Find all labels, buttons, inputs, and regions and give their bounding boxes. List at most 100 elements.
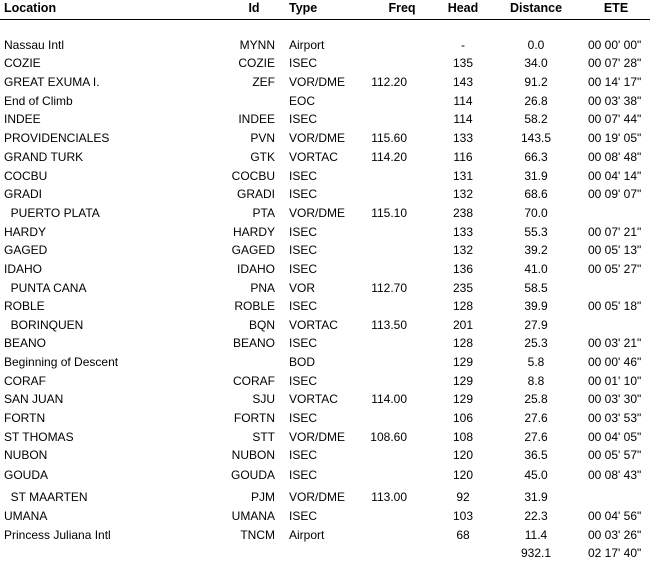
cell-type: VORTAC bbox=[289, 392, 338, 406]
table-row[interactable]: ST MAARTEN PJM VOR/DME 113.00 92 31.9 bbox=[0, 489, 650, 505]
cell-type: ISEC bbox=[289, 169, 318, 183]
cell-type: ISEC bbox=[289, 374, 318, 388]
cell-location: GAGED bbox=[4, 243, 48, 257]
cell-head: 135 bbox=[452, 56, 474, 70]
cell-location: BORINQUEN bbox=[4, 318, 84, 332]
cell-id: NUBON bbox=[231, 448, 275, 462]
cell-type: ISEC bbox=[289, 336, 318, 350]
header-ete: ETE bbox=[603, 1, 629, 15]
header-freq: Freq bbox=[388, 1, 416, 15]
cell-ete: 00 03' 26" bbox=[588, 528, 642, 542]
table-row[interactable]: HARDY HARDY ISEC 133 55.3 00 07' 21" bbox=[0, 224, 650, 240]
cell-ete: 00 08' 43" bbox=[588, 468, 642, 482]
cell-id: SJU bbox=[252, 392, 275, 406]
cell-distance: 41.0 bbox=[524, 262, 548, 276]
cell-id: COZIE bbox=[238, 56, 275, 70]
total-ete: 02 17' 40" bbox=[588, 546, 642, 560]
table-row[interactable]: Nassau Intl MYNN Airport - 0.0 00 00' 00" bbox=[0, 37, 650, 53]
cell-id: GRADI bbox=[236, 187, 275, 201]
cell-location: ST MAARTEN bbox=[4, 490, 88, 504]
cell-head: 143 bbox=[452, 75, 474, 89]
table-row[interactable]: IDAHO IDAHO ISEC 136 41.0 00 05' 27" bbox=[0, 261, 650, 277]
cell-location: FORTN bbox=[4, 411, 46, 425]
cell-location: GRAND TURK bbox=[4, 150, 84, 164]
table-row[interactable]: Princess Juliana Intl TNCM Airport 68 11.4 00… bbox=[0, 527, 650, 543]
cell-id: ROBLE bbox=[234, 299, 275, 313]
cell-location: Princess Juliana Intl bbox=[4, 528, 111, 542]
table-row[interactable]: BEANO BEANO ISEC 128 25.3 00 03' 21" bbox=[0, 335, 650, 351]
cell-location: ROBLE bbox=[4, 299, 45, 313]
cell-type: Airport bbox=[289, 528, 325, 542]
cell-ete: 00 04' 14" bbox=[588, 169, 642, 183]
cell-head: 68 bbox=[456, 528, 470, 542]
cell-head: 108 bbox=[452, 430, 474, 444]
cell-head: 133 bbox=[452, 131, 474, 145]
cell-head: 106 bbox=[452, 411, 474, 425]
cell-type: ISEC bbox=[289, 448, 318, 462]
table-row[interactable]: GRAND TURK GTK VORTAC 114.20 116 66.3 00 08' 4… bbox=[0, 149, 650, 165]
cell-id: PVN bbox=[250, 131, 275, 145]
cell-location: GREAT EXUMA I. bbox=[4, 75, 100, 89]
cell-id: HARDY bbox=[232, 225, 275, 239]
cell-head: 128 bbox=[452, 299, 474, 313]
cell-id: MYNN bbox=[239, 38, 275, 52]
cell-location: End of Climb bbox=[4, 94, 73, 108]
table-row[interactable]: INDEE INDEE ISEC 114 58.2 00 07' 44" bbox=[0, 111, 650, 127]
table-row[interactable]: GOUDA GOUDA ISEC 120 45.0 00 08' 43" bbox=[0, 467, 650, 483]
header-head: Head bbox=[447, 1, 479, 15]
cell-head: 116 bbox=[453, 150, 473, 164]
cell-id: ZEF bbox=[252, 75, 275, 89]
table-row[interactable]: GAGED GAGED ISEC 132 39.2 00 05' 13" bbox=[0, 242, 650, 258]
table-row[interactable]: End of Climb EOC 114 26.8 00 03' 38" bbox=[0, 93, 650, 109]
cell-freq: 114.20 bbox=[371, 150, 407, 164]
table-row[interactable]: UMANA UMANA ISEC 103 22.3 00 04' 56" bbox=[0, 508, 650, 524]
cell-type: ISEC bbox=[289, 225, 318, 239]
cell-id: CORAF bbox=[233, 374, 275, 388]
cell-id: GOUDA bbox=[230, 468, 275, 482]
cell-ete: 00 05' 27" bbox=[588, 262, 642, 276]
cell-ete: 00 14' 17" bbox=[588, 75, 642, 89]
cell-type: VOR/DME bbox=[289, 430, 346, 444]
cell-distance: 25.8 bbox=[524, 392, 548, 406]
cell-ete: 00 04' 56" bbox=[588, 509, 642, 523]
table-row[interactable]: NUBON NUBON ISEC 120 36.5 00 05' 57" bbox=[0, 447, 650, 463]
table-row[interactable]: SAN JUAN SJU VORTAC 114.00 129 25.8 00 03' 30" bbox=[0, 391, 650, 407]
cell-type: BOD bbox=[289, 355, 316, 369]
table-row[interactable]: ST THOMAS STT VOR/DME 108.60 108 27.6 00 04' 0… bbox=[0, 429, 650, 445]
cell-distance: 26.8 bbox=[524, 94, 548, 108]
table-row[interactable]: GREAT EXUMA I. ZEF VOR/DME 112.20 143 91.2 00 … bbox=[0, 74, 650, 90]
cell-location: INDEE bbox=[4, 112, 41, 126]
table-row[interactable]: BORINQUEN BQN VORTAC 113.50 201 27.9 bbox=[0, 317, 650, 333]
cell-distance: 27.9 bbox=[524, 318, 548, 332]
table-row[interactable]: ROBLE ROBLE ISEC 128 39.9 00 05' 18" bbox=[0, 298, 650, 314]
cell-distance: 22.3 bbox=[524, 509, 548, 523]
cell-distance: 55.3 bbox=[524, 225, 548, 239]
table-row[interactable]: PROVIDENCIALES PVN VOR/DME 115.60 133 143.5 00… bbox=[0, 130, 650, 146]
cell-location: PUNTA CANA bbox=[4, 281, 87, 295]
table-row[interactable]: PUERTO PLATA PTA VOR/DME 115.10 238 70.0 bbox=[0, 205, 650, 221]
table-row[interactable]: COZIE COZIE ISEC 135 34.0 00 07' 28" bbox=[0, 55, 650, 71]
cell-ete: 00 07' 21" bbox=[588, 225, 642, 239]
table-row[interactable]: Beginning of Descent BOD 129 5.8 00 00' 46" bbox=[0, 354, 650, 370]
cell-type: ISEC bbox=[289, 112, 318, 126]
cell-id: GAGED bbox=[231, 243, 275, 257]
table-row[interactable]: PUNTA CANA PNA VOR 112.70 235 58.5 bbox=[0, 280, 650, 296]
cell-ete: 00 05' 13" bbox=[588, 243, 642, 257]
cell-distance: 91.2 bbox=[524, 75, 548, 89]
header-location: Location bbox=[4, 1, 57, 15]
table-row[interactable]: FORTN FORTN ISEC 106 27.6 00 03' 53" bbox=[0, 410, 650, 426]
table-row[interactable]: COCBU COCBU ISEC 131 31.9 00 04' 14" bbox=[0, 168, 650, 184]
cell-distance: 31.9 bbox=[524, 169, 548, 183]
table-row[interactable]: CORAF CORAF ISEC 129 8.8 00 01' 10" bbox=[0, 373, 650, 389]
cell-distance: 8.8 bbox=[527, 374, 545, 388]
header-distance: Distance bbox=[509, 1, 563, 15]
cell-head: 92 bbox=[456, 490, 470, 504]
cell-type: ISEC bbox=[289, 56, 318, 70]
table-row[interactable]: GRADI GRADI ISEC 132 68.6 00 09' 07" bbox=[0, 186, 650, 202]
cell-ete: 00 09' 07" bbox=[588, 187, 642, 201]
cell-distance: 11.4 bbox=[524, 528, 548, 542]
cell-id: PNA bbox=[250, 281, 275, 295]
cell-ete: 00 00' 00" bbox=[588, 38, 642, 52]
cell-location: NUBON bbox=[4, 448, 48, 462]
cell-head: 120 bbox=[452, 448, 474, 462]
